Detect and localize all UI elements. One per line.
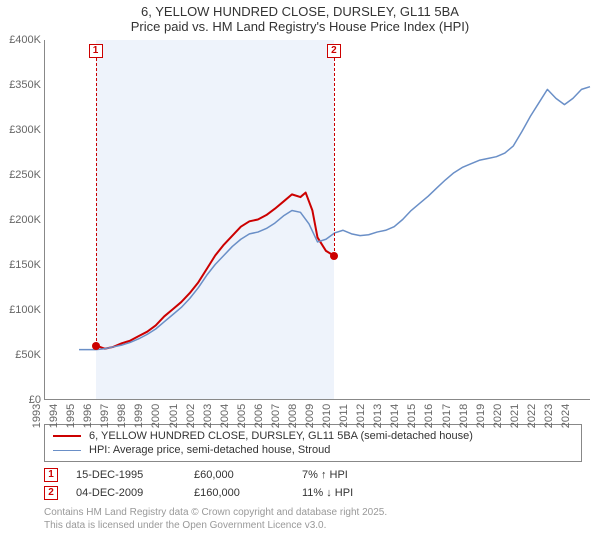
- marker-line: [96, 58, 97, 346]
- x-tick-label: 2013: [371, 404, 385, 432]
- page: 6, YELLOW HUNDRED CLOSE, DURSLEY, GL11 5…: [0, 0, 600, 560]
- title-address: 6, YELLOW HUNDRED CLOSE, DURSLEY, GL11 5…: [0, 4, 600, 19]
- x-tick-label: 1994: [47, 404, 61, 432]
- x-tick-label: 2017: [440, 404, 454, 432]
- event-price: £160,000: [194, 487, 284, 499]
- legend-swatch: [53, 450, 81, 451]
- x-tick-label: 2007: [269, 404, 283, 432]
- x-tick-label: 2014: [388, 404, 402, 432]
- event-delta: 11% ↓ HPI: [302, 487, 422, 499]
- chart-area: £0£50K£100K£150K£200K£250K£300K£350K£400…: [44, 40, 590, 418]
- event-price: £60,000: [194, 469, 284, 481]
- x-tick-label: 1999: [132, 404, 146, 432]
- y-tick-label: £400K: [1, 34, 41, 46]
- y-tick-label: £350K: [1, 79, 41, 91]
- marker-line: [334, 58, 335, 256]
- chart-svg: [45, 40, 590, 399]
- x-tick-label: 1996: [81, 404, 95, 432]
- marker-dot: [330, 252, 338, 260]
- x-tick-label: 2009: [303, 404, 317, 432]
- legend-item: HPI: Average price, semi-detached house,…: [53, 443, 573, 457]
- x-tick-label: 2011: [337, 404, 351, 432]
- x-tick-label: 2019: [474, 404, 488, 432]
- legend-label: HPI: Average price, semi-detached house,…: [89, 444, 330, 456]
- x-tick-label: 1995: [64, 404, 78, 432]
- x-tick-label: 2023: [542, 404, 556, 432]
- y-tick-label: £200K: [1, 214, 41, 226]
- marker-dot: [92, 342, 100, 350]
- x-tick-label: 2020: [491, 404, 505, 432]
- x-tick-label: 2001: [167, 404, 181, 432]
- plot-area: £0£50K£100K£150K£200K£250K£300K£350K£400…: [44, 40, 590, 400]
- x-tick-label: 2005: [235, 404, 249, 432]
- events-table: 1 15-DEC-1995 £60,000 7% ↑ HPI 2 04-DEC-2009 £…: [44, 466, 582, 502]
- event-delta: 7% ↑ HPI: [302, 469, 422, 481]
- chart-title: 6, YELLOW HUNDRED CLOSE, DURSLEY, GL11 5…: [0, 0, 600, 34]
- attribution-line1: Contains HM Land Registry data © Crown c…: [44, 506, 582, 519]
- event-badge: 1: [44, 468, 58, 482]
- x-tick-label: 2018: [457, 404, 471, 432]
- x-tick-label: 2008: [286, 404, 300, 432]
- x-tick-label: 2024: [559, 404, 573, 432]
- event-date: 15-DEC-1995: [76, 469, 176, 481]
- x-tick-label: 2012: [354, 404, 368, 432]
- event-badge: 2: [44, 486, 58, 500]
- x-tick-label: 1993: [30, 404, 44, 432]
- attribution: Contains HM Land Registry data © Crown c…: [44, 506, 582, 532]
- x-tick-label: 2006: [252, 404, 266, 432]
- marker-badge: 1: [89, 44, 103, 58]
- x-tick-label: 2004: [218, 404, 232, 432]
- y-tick-label: £300K: [1, 124, 41, 136]
- marker-badge: 2: [327, 44, 341, 58]
- x-tick-label: 2000: [149, 404, 163, 432]
- y-tick-label: £100K: [1, 304, 41, 316]
- attribution-line2: This data is licensed under the Open Gov…: [44, 519, 582, 532]
- series-property: [95, 193, 333, 349]
- event-row: 2 04-DEC-2009 £160,000 11% ↓ HPI: [44, 484, 582, 502]
- x-tick-label: 1997: [98, 404, 112, 432]
- x-tick-label: 2021: [508, 404, 522, 432]
- x-tick-label: 2022: [525, 404, 539, 432]
- title-subtitle: Price paid vs. HM Land Registry's House …: [0, 19, 600, 34]
- y-tick-label: £150K: [1, 259, 41, 271]
- x-tick-label: 2016: [422, 404, 436, 432]
- x-tick-label: 2003: [201, 404, 215, 432]
- event-row: 1 15-DEC-1995 £60,000 7% ↑ HPI: [44, 466, 582, 484]
- y-tick-label: £50K: [1, 349, 41, 361]
- x-tick-label: 2015: [405, 404, 419, 432]
- event-date: 04-DEC-2009: [76, 487, 176, 499]
- x-tick-label: 2002: [184, 404, 198, 432]
- x-tick-label: 1998: [115, 404, 129, 432]
- x-tick-label: 2010: [320, 404, 334, 432]
- legend-swatch: [53, 435, 81, 437]
- y-tick-label: £250K: [1, 169, 41, 181]
